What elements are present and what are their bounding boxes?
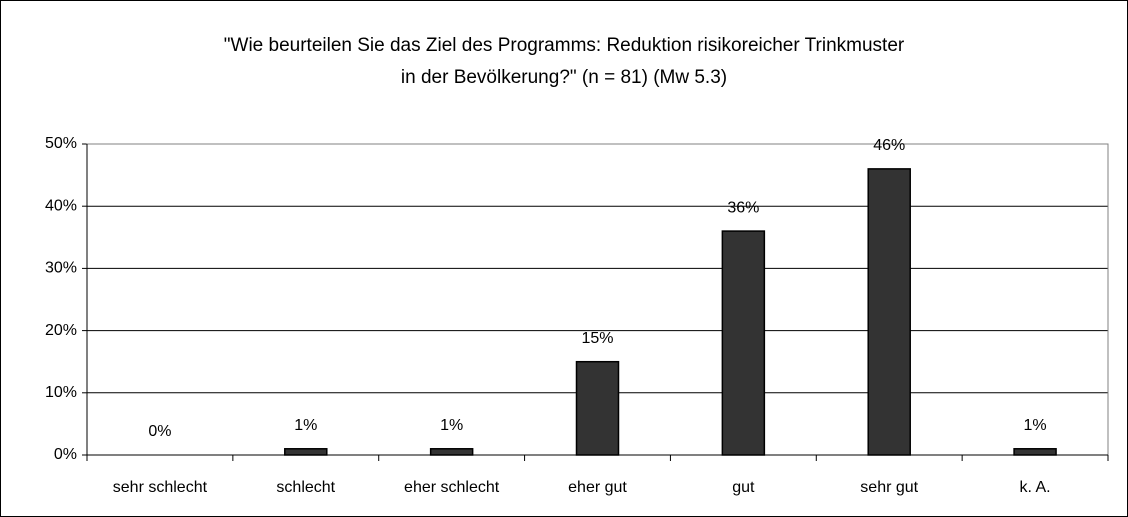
bar xyxy=(1013,448,1057,456)
bar xyxy=(721,230,766,456)
bar xyxy=(575,360,620,456)
value-label: 36% xyxy=(727,199,759,216)
value-label: 1% xyxy=(440,417,463,434)
chart-title: "Wie beurteilen Sie das Ziel des Program… xyxy=(224,35,905,56)
value-label: 0% xyxy=(148,423,171,440)
bar xyxy=(429,448,474,456)
y-tick-label: 20% xyxy=(45,322,77,339)
y-tick-label: 10% xyxy=(45,384,77,401)
y-tick-label: 0% xyxy=(54,446,77,463)
x-tick-label: sehr schlecht xyxy=(113,479,208,496)
value-label: 46% xyxy=(873,137,905,154)
x-tick-label: eher schlecht xyxy=(404,479,500,496)
y-tick-label: 40% xyxy=(45,197,77,214)
y-tick-label: 30% xyxy=(45,260,77,277)
y-tick-label: 50% xyxy=(45,135,77,152)
x-tick-label: gut xyxy=(732,479,755,496)
bar xyxy=(284,448,328,456)
bar xyxy=(867,168,911,456)
x-tick-label: k. A. xyxy=(1020,479,1051,496)
x-tick-label: eher gut xyxy=(568,479,627,496)
x-tick-label: schlecht xyxy=(276,479,335,496)
value-label: 1% xyxy=(1024,417,1047,434)
x-tick-label: sehr gut xyxy=(860,479,918,496)
chart-title: in der Bevölkerung?" (n = 81) (Mw 5.3) xyxy=(401,67,727,88)
value-label: 1% xyxy=(294,417,317,434)
value-label: 15% xyxy=(581,330,613,347)
